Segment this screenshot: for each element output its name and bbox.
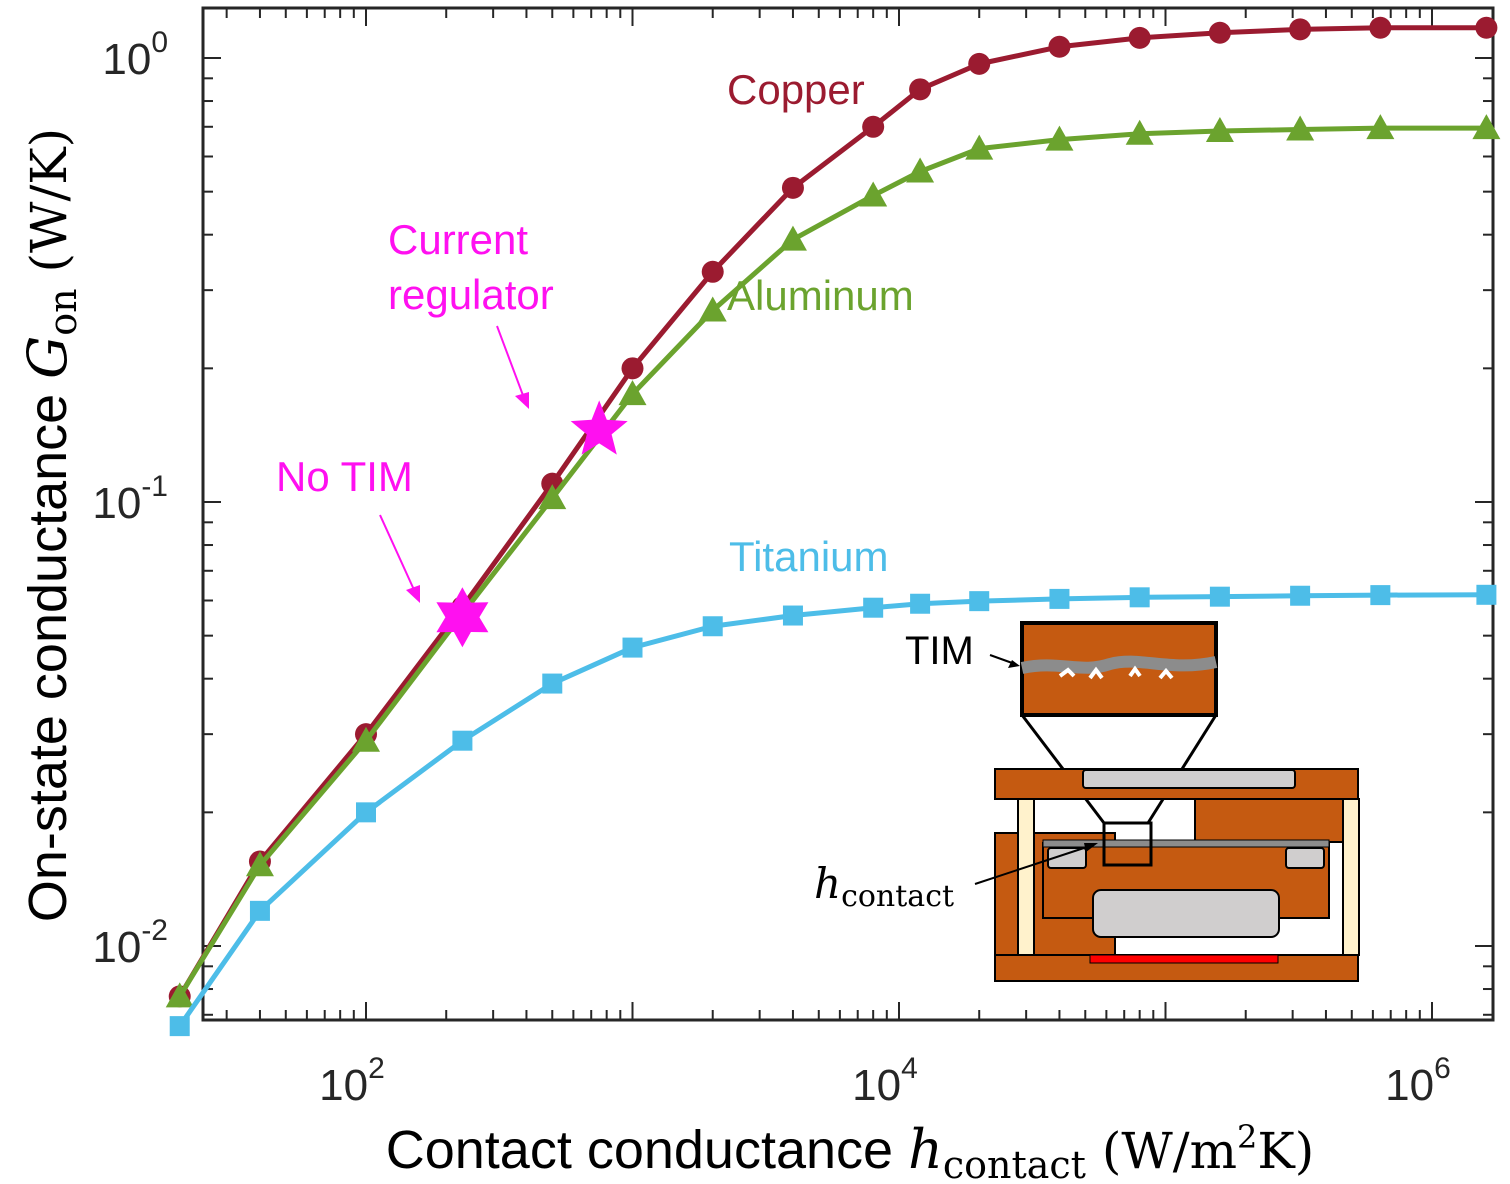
x-axis-title: Contact conductance hcontact (W/m2K) [386,1118,1315,1184]
point-copper [701,260,724,283]
inset-hcontact-pointer-head [1084,843,1098,852]
point-copper [1289,18,1312,41]
point-titanium [1209,586,1230,607]
point-aluminum [1205,116,1234,142]
y-tick-label: 10-2 [92,914,168,972]
inset-hcontact-pointer [974,845,1091,885]
point-aluminum [1286,115,1315,141]
y-axis-title: On-state conductance Gon (W/K) [16,128,85,922]
arrow-current-regulator [496,325,525,399]
point-titanium [1476,584,1497,605]
label-copper: Copper [727,66,865,113]
label-aluminum: Aluminum [727,272,914,319]
point-titanium [542,673,563,694]
inset-heater [1089,954,1279,964]
inset-right-block [1194,798,1359,843]
x-tick-label: 102 [319,1052,385,1110]
y-tick-label: 10-1 [92,470,168,528]
label-current-regulator-line2: regulator [388,271,554,318]
point-copper [1369,16,1392,39]
point-titanium [969,591,990,612]
point-aluminum [906,157,935,183]
point-aluminum [859,181,888,207]
point-aluminum [698,296,727,322]
point-titanium [1049,588,1070,609]
y-tick-label: 100 [102,26,168,84]
inset-post-right [1342,798,1360,956]
point-titanium [782,605,803,626]
inset-pad-right [1285,847,1325,869]
point-aluminum [245,851,274,877]
minor-ticks [203,8,1493,1020]
inset-top-gray [1082,769,1296,789]
point-aluminum [538,484,567,510]
point-titanium [1129,587,1150,608]
inset-hcontact-label: hcontact [814,859,954,914]
x-axis-ticks: 102 104 106 [319,1052,1451,1110]
point-titanium [622,637,643,658]
point-titanium [1370,585,1391,606]
point-copper [781,176,804,199]
highlight-star [436,587,489,648]
point-aluminum [1366,114,1395,140]
point-aluminum [165,982,194,1008]
point-titanium [863,597,884,618]
point-titanium [249,900,270,921]
point-aluminum [778,225,807,251]
inset-gray-block [1092,889,1280,938]
point-titanium [910,593,931,614]
point-titanium [1290,585,1311,606]
point-copper [1208,21,1231,44]
arrow-no-tim [379,514,416,593]
point-aluminum [1472,114,1501,140]
point-titanium [702,616,723,637]
label-no-tim: No TIM [276,453,413,500]
point-aluminum [965,134,994,160]
inset-post-left [1017,798,1035,956]
point-copper [862,115,885,138]
inset-tim-label: TIM [905,629,974,673]
y-axis-ticks: 10-2 10-1 100 [92,26,168,972]
inset-stage-top-layer [1042,839,1330,848]
point-copper [1475,16,1498,39]
inset-pad-left [1047,847,1087,869]
point-aluminum [618,380,647,406]
inset-schematic: TIM hcontact [814,621,1360,982]
point-copper [621,357,644,380]
x-tick-label: 106 [1385,1052,1451,1110]
highlight-star [570,400,628,455]
inset-tim-pointer-head [1008,660,1020,668]
arrowhead-no-tim [406,585,420,603]
series-layer [165,16,1501,1037]
point-titanium [169,1016,190,1037]
inset-tim-layer [1020,655,1218,674]
point-copper [909,78,932,101]
point-aluminum [352,726,380,752]
label-titanium: Titanium [729,533,889,580]
point-aluminum [1125,119,1154,145]
x-tick-label: 104 [852,1052,918,1110]
label-current-regulator-line1: Current [388,216,528,263]
point-copper [968,52,991,75]
point-copper [1128,26,1151,49]
point-copper [1048,35,1071,58]
arrowhead-current-regulator [515,392,529,409]
point-aluminum [1045,125,1074,151]
annotations: Copper Aluminum Titanium No TIM Current … [276,66,914,603]
inset-magnify-box [1102,821,1153,867]
inset-tim-voids [1058,665,1174,680]
point-titanium [356,802,376,823]
point-titanium [452,730,473,751]
plot-frame [201,6,1495,1022]
